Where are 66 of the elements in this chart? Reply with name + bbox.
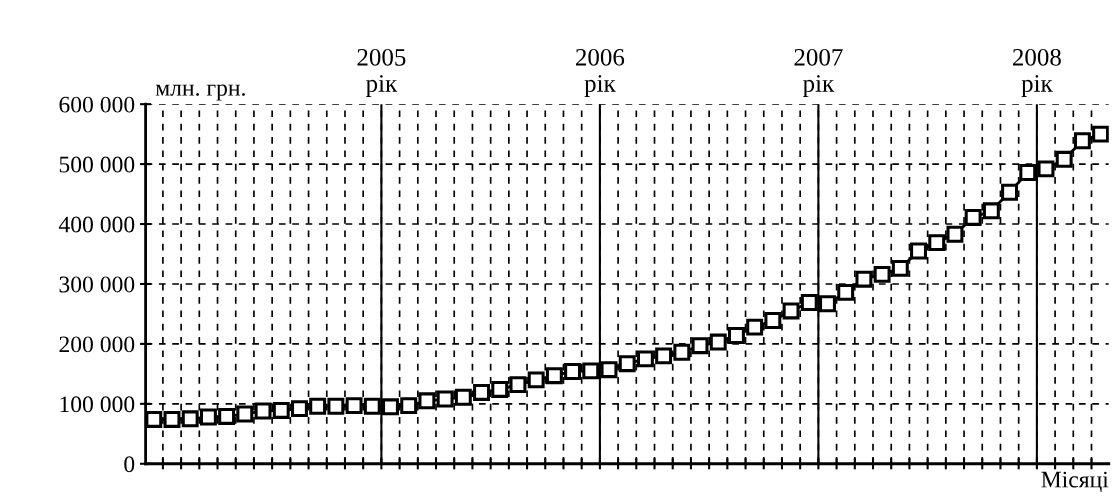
point <box>709 333 727 351</box>
point <box>363 397 381 415</box>
point <box>236 405 254 423</box>
point <box>218 407 236 425</box>
point <box>527 371 545 389</box>
point <box>782 302 800 320</box>
point <box>746 318 764 336</box>
point <box>1055 150 1073 168</box>
y-tick-label: 100 000 <box>60 396 135 413</box>
point <box>436 390 454 408</box>
point <box>727 327 745 344</box>
point <box>964 208 982 226</box>
point <box>873 265 891 283</box>
point <box>181 410 199 428</box>
y-tick-label: 400 000 <box>58 216 135 233</box>
point <box>800 294 818 312</box>
y-tick-label: 500 000 <box>59 156 135 173</box>
text: 2005 рік <box>357 48 406 97</box>
point <box>910 242 927 260</box>
point <box>636 350 654 368</box>
point <box>163 410 181 428</box>
y-tick-label: 600 000 <box>59 96 135 113</box>
point <box>600 361 618 379</box>
point <box>891 259 909 277</box>
point <box>1037 160 1055 178</box>
point <box>509 376 527 394</box>
point <box>819 295 836 313</box>
point <box>400 397 418 415</box>
point <box>454 388 472 406</box>
y-tick-label: 200 000 <box>59 336 135 353</box>
y-tick-label: 300 000 <box>59 276 135 293</box>
point <box>272 401 290 419</box>
point <box>418 392 436 410</box>
point <box>764 312 782 329</box>
point <box>254 402 272 420</box>
point <box>345 397 363 415</box>
text: 2008 рік <box>1012 48 1061 97</box>
y-tick-label: 0 <box>124 456 135 473</box>
point <box>545 367 563 385</box>
text: 2007 рік <box>794 48 843 97</box>
point <box>582 362 600 380</box>
point <box>290 400 308 418</box>
point <box>655 347 673 365</box>
x-axis-title: Місяці <box>1041 471 1109 492</box>
point <box>618 355 636 373</box>
point <box>1001 183 1019 201</box>
point <box>382 398 399 416</box>
y-axis-title: млн. грн. <box>155 84 245 101</box>
point <box>855 270 873 288</box>
point <box>199 408 217 426</box>
text: 2006 рік <box>575 48 625 97</box>
point <box>145 410 163 428</box>
point <box>564 362 582 380</box>
point <box>1073 132 1091 150</box>
point <box>928 234 946 252</box>
point <box>691 337 709 355</box>
point <box>946 225 964 243</box>
point <box>837 283 855 301</box>
point <box>473 383 491 401</box>
point <box>327 397 345 415</box>
point <box>982 202 1000 220</box>
point <box>673 343 691 361</box>
point <box>309 397 327 415</box>
point <box>1092 125 1109 143</box>
point <box>491 380 509 398</box>
point <box>1019 164 1037 181</box>
